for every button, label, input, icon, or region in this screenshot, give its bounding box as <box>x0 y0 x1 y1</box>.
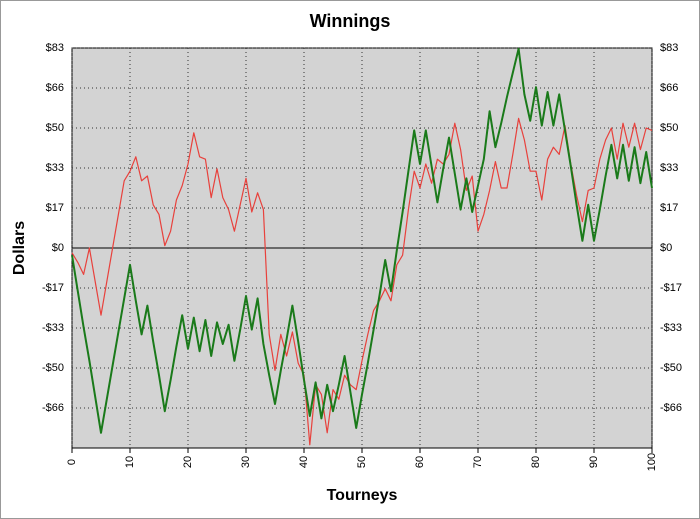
y2-tick-label: $0 <box>660 242 672 254</box>
x-tick-label: 30 <box>240 456 252 468</box>
x-tick-label: 70 <box>472 456 484 468</box>
y-tick-label: $33 <box>46 162 64 174</box>
y2-tick-label: -$17 <box>660 282 682 294</box>
y2-tick-label: -$50 <box>660 362 682 374</box>
y-axis-title: Dollars <box>11 221 28 275</box>
y2-tick-label: $66 <box>660 82 678 94</box>
series-line <box>71 47 653 434</box>
y2-tick-label: $83 <box>660 42 678 54</box>
y-tick-label: -$33 <box>42 322 64 334</box>
y2-tick-label: $50 <box>660 122 678 134</box>
x-tick-label: 100 <box>646 453 658 471</box>
y-tick-label: $0 <box>52 242 64 254</box>
y2-tick-label: $17 <box>660 202 678 214</box>
x-tick-label: 50 <box>356 456 368 468</box>
x-tick-label: 20 <box>182 456 194 468</box>
y-tick-label: $83 <box>46 42 64 54</box>
x-tick-label: 80 <box>530 456 542 468</box>
y2-tick-label: $33 <box>660 162 678 174</box>
y2-tick-label: -$66 <box>660 402 682 414</box>
y-tick-label: $66 <box>46 82 64 94</box>
y-tick-label: $17 <box>46 202 64 214</box>
x-axis-title: Tourneys <box>327 487 398 504</box>
y-tick-label: -$50 <box>42 362 64 374</box>
series-line <box>71 117 653 446</box>
y-tick-label: $50 <box>46 122 64 134</box>
x-tick-label: 90 <box>588 456 600 468</box>
x-tick-label: 60 <box>414 456 426 468</box>
x-tick-label: 10 <box>124 456 136 468</box>
y-tick-label: -$17 <box>42 282 64 294</box>
y2-tick-label: -$33 <box>660 322 682 334</box>
x-tick-label: 40 <box>298 456 310 468</box>
chart-title: Winnings <box>310 11 391 31</box>
x-tick-label: 0 <box>66 459 78 465</box>
y-tick-label: -$66 <box>42 402 64 414</box>
